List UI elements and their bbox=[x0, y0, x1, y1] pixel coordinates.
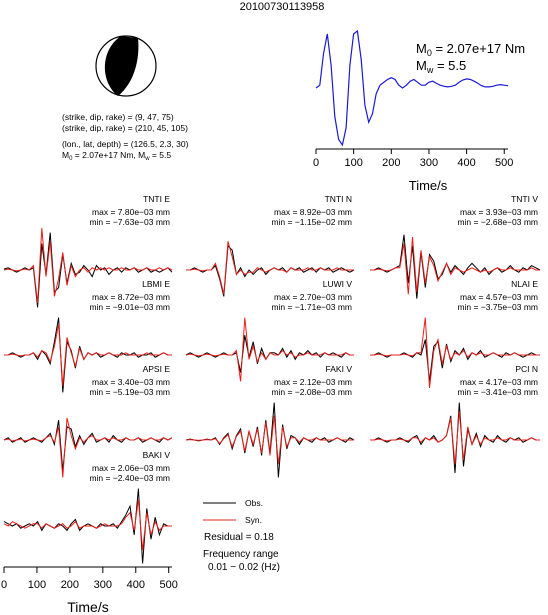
max-amplitude: max = 7.80e−03 mm bbox=[92, 207, 170, 217]
moment-text: M0 = 2.07e+17 Nm, Mw = 5.5 bbox=[62, 150, 171, 162]
max-amplitude: max = 4.17e−03 mm bbox=[460, 377, 538, 387]
nodal-plane-2: (strike, dip, rake) = (210, 45, 105) bbox=[62, 123, 188, 133]
observed-waveform bbox=[370, 339, 540, 382]
observed-waveform bbox=[370, 234, 541, 299]
min-amplitude: min = −2.40e−03 mm bbox=[89, 473, 170, 483]
station-label: PCI N bbox=[515, 364, 538, 374]
station-label: NLAI E bbox=[511, 279, 538, 289]
synthetic-waveform bbox=[185, 415, 354, 465]
waveform-tick-label: 100 bbox=[28, 579, 46, 591]
min-amplitude: min = −9.01e−03 mm bbox=[89, 302, 170, 312]
synthetic-waveform bbox=[3, 499, 172, 551]
legend-syn-label: Syn. bbox=[245, 515, 262, 525]
stf-tick-label: 200 bbox=[382, 157, 400, 169]
figure-title: 20100730113958 bbox=[240, 1, 325, 13]
station-label: FAKI V bbox=[326, 364, 353, 374]
waveform-tick-label: 0 bbox=[1, 579, 7, 591]
synthetic-waveform bbox=[370, 411, 540, 465]
max-amplitude: max = 8.72e−03 mm bbox=[92, 292, 170, 302]
station-label: BAKI V bbox=[143, 450, 171, 460]
synthetic-waveform bbox=[4, 324, 172, 386]
stf-x-ticks: 0 100 200 300 400 500 bbox=[313, 149, 513, 169]
waveform-tick-label: 400 bbox=[127, 579, 145, 591]
min-amplitude: min = −1.15e−02 mm bbox=[271, 217, 352, 227]
station-label: TNTI V bbox=[511, 194, 538, 204]
min-amplitude: min = −5.19e−03 mm bbox=[89, 387, 170, 397]
station-label: TNTI E bbox=[143, 194, 170, 204]
waveform-xlabel: Time/s bbox=[67, 599, 108, 615]
stf-tick-label: 0 bbox=[313, 157, 319, 169]
synthetic-waveform bbox=[3, 228, 173, 304]
max-amplitude: max = 3.93e−03 mm bbox=[460, 207, 538, 217]
synthetic-waveform bbox=[370, 317, 540, 389]
synthetic-waveform bbox=[185, 317, 354, 382]
stf-series-line bbox=[315, 29, 509, 147]
max-amplitude: max = 2.70e−03 mm bbox=[274, 292, 352, 302]
max-amplitude: max = 4.57e−03 mm bbox=[460, 292, 538, 302]
min-amplitude: min = −3.41e−03 mm bbox=[457, 387, 538, 397]
legend-obs-label: Obs. bbox=[245, 498, 263, 508]
synthetic-waveform bbox=[186, 241, 354, 295]
stf-mw-label: Mw = 5.5 bbox=[416, 58, 466, 75]
max-amplitude: max = 3.40e−03 mm bbox=[92, 377, 170, 387]
waveform-x-axis: 0 100 200 300 400 500 Time/s bbox=[1, 566, 178, 615]
waveform-tick-label: 300 bbox=[94, 579, 112, 591]
min-amplitude: min = −2.68e−03 mm bbox=[457, 217, 538, 227]
legend: Obs. Syn. Residual = 0.18 Frequency rang… bbox=[203, 498, 280, 573]
observed-waveform bbox=[3, 488, 172, 564]
stf-tick-label: 100 bbox=[344, 157, 362, 169]
stf-tick-label: 400 bbox=[457, 157, 475, 169]
synthetic-waveform bbox=[3, 417, 173, 478]
residual-text: Residual = 0.18 bbox=[204, 532, 274, 543]
station-label: APSI E bbox=[143, 364, 171, 374]
stf-tick-label: 500 bbox=[495, 157, 513, 169]
synthetic-waveform bbox=[370, 236, 540, 295]
stf-xlabel: Time/s bbox=[409, 178, 448, 193]
location-text: (lon., lat, depth) = (126.5, 2.3, 30) bbox=[62, 139, 189, 149]
station-label: TNTI N bbox=[325, 194, 352, 204]
min-amplitude: min = −3.75e−03 mm bbox=[457, 302, 538, 312]
focal-mechanism-beachball bbox=[95, 35, 157, 97]
frequency-range: 0.01 − 0.02 (Hz) bbox=[208, 562, 280, 573]
waveform-x-ticks: 0 100 200 300 400 500 bbox=[1, 567, 178, 591]
max-amplitude: max = 2.12e−03 mm bbox=[274, 377, 352, 387]
waveform-tick-label: 200 bbox=[61, 579, 79, 591]
stf-plot: 0 100 200 300 400 500 Time/s M0 = 2.07e+17 Nm… bbox=[313, 29, 525, 193]
max-amplitude: max = 2.06e−03 mm bbox=[92, 463, 170, 473]
stf-tick-label: 300 bbox=[420, 157, 438, 169]
frequency-title: Frequency range bbox=[203, 549, 279, 560]
mechanism-info: (strike, dip, rake) = (9, 47, 75) (strik… bbox=[62, 112, 189, 162]
stf-m0-label: M0 = 2.07e+17 Nm bbox=[416, 41, 525, 58]
beachball-compression-quadrant bbox=[104, 36, 139, 96]
waveform-tick-label: 500 bbox=[160, 579, 178, 591]
nodal-plane-1: (strike, dip, rake) = (9, 47, 75) bbox=[62, 112, 174, 122]
min-amplitude: min = −7.63e−03 mm bbox=[89, 217, 170, 227]
min-amplitude: min = −2.08e−03 mm bbox=[271, 387, 352, 397]
min-amplitude: min = −1.71e−03 mm bbox=[271, 302, 352, 312]
max-amplitude: max = 8.92e−03 mm bbox=[274, 207, 352, 217]
station-label: LBMI E bbox=[142, 279, 170, 289]
station-label: LUWI V bbox=[323, 279, 353, 289]
